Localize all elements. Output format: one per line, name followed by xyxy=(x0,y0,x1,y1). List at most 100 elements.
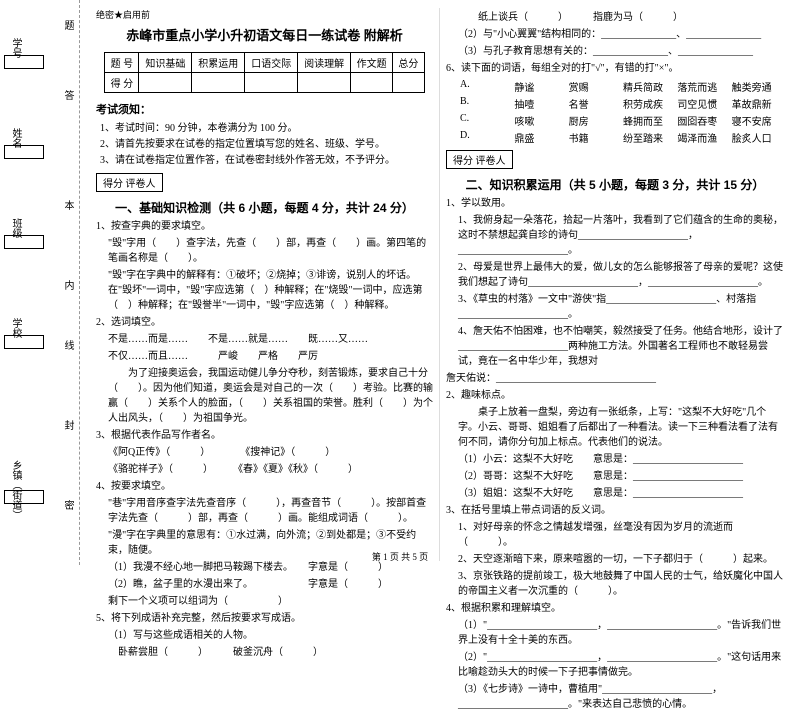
q3-stem: 3、根据代表作品写作者名。 xyxy=(96,428,433,443)
q1-line: "毁"字用（ ）查字法，先查（ ）部，再查（ ）画。第四笔的笔画名称是（ ）。 xyxy=(108,236,433,266)
binding-box xyxy=(4,335,44,349)
opt: 厨房 xyxy=(567,112,621,129)
th: 口语交际 xyxy=(245,53,298,73)
th: 总分 xyxy=(393,53,424,73)
binding-box xyxy=(4,55,44,69)
td xyxy=(298,73,351,93)
opt: 革故鼎新 xyxy=(730,95,784,112)
r2-stem: 2、趣味标点。 xyxy=(446,388,784,403)
opt-row: B. 抽噎 名誉 积劳成疾 司空见惯 革故鼎新 xyxy=(458,95,784,112)
opt: 抽噎 xyxy=(512,95,566,112)
q3-item: 《骆驼祥子》（ ） 《春》《夏》《秋》（ ） xyxy=(108,462,433,477)
opt: 竭泽而渔 xyxy=(675,129,729,146)
opt: 囫囵吞枣 xyxy=(675,112,729,129)
r2-line: （2）哥哥：这梨不大好吃 意思是：______________________ xyxy=(458,469,784,484)
q6-options: A. 静谧 赏赐 精兵简政 落荒而逃 触类旁通 B. 抽噎 名誉 积劳成疾 司空… xyxy=(458,78,784,146)
th: 题 号 xyxy=(105,53,139,73)
seal-word: 封 xyxy=(60,420,75,444)
opt: 蜂拥而至 xyxy=(621,112,675,129)
q5-stem: 5、将下列成语补充完整，然后按要求写成语。 xyxy=(96,611,433,626)
opt: 落荒而逃 xyxy=(675,78,729,95)
r1-line: 1、我俯身起一朵落花，拾起一片落叶，我看到了它们蕴含的生命的奥秘，这时不禁想起龚… xyxy=(458,213,784,258)
content-area: 绝密★启用前 赤峰市重点小学小升初语文每日一练试卷 附解析 题 号 知识基础 积… xyxy=(80,0,800,565)
notice-list: 1、考试时间：90 分钟，本卷满分为 100 分。 2、请首先按要求在试卷的指定… xyxy=(100,121,433,169)
opt: C. xyxy=(458,112,512,129)
opt: 咳嗽 xyxy=(512,112,566,129)
seal-word: 密 xyxy=(60,500,75,524)
q1-line: "毁"字在字典中的解释有：①破坏；②烧掉；③诽谤，说别人的坏话。在"毁坏"一词中… xyxy=(108,268,433,313)
opt-row: A. 静谧 赏赐 精兵简政 落荒而逃 触类旁通 xyxy=(458,78,784,95)
q5-cont: 纸上谈兵（ ） 指鹿为马（ ） xyxy=(458,10,784,25)
td xyxy=(245,73,298,93)
td: 得 分 xyxy=(105,73,139,93)
opt: 脍炙人口 xyxy=(730,129,784,146)
part2-title: 二、知识积累运用（共 5 小题，每题 3 分，共计 15 分） xyxy=(446,176,784,193)
td xyxy=(393,73,424,93)
opt: 精兵简政 xyxy=(621,78,675,95)
seal-word: 本 xyxy=(60,200,75,224)
table-row: 题 号 知识基础 积累运用 口语交际 阅读理解 作文题 总分 xyxy=(105,53,424,73)
opt: 司空见惯 xyxy=(675,95,729,112)
th: 积累运用 xyxy=(192,53,245,73)
q5-line: 卧薪尝胆（ ） 破釜沉舟（ ） xyxy=(108,645,433,660)
seal-word: 题 xyxy=(60,20,75,44)
opt-row: C. 咳嗽 厨房 蜂拥而至 囫囵吞枣 寝不安席 xyxy=(458,112,784,129)
th: 知识基础 xyxy=(139,53,192,73)
r4-line: （2）"______________________，_____________… xyxy=(458,650,784,680)
binding-box xyxy=(4,490,44,504)
seal-word: 内 xyxy=(60,280,75,304)
opt: 触类旁通 xyxy=(730,78,784,95)
table-row: 得 分 xyxy=(105,73,424,93)
opt: 积劳成疾 xyxy=(621,95,675,112)
part1-title: 一、基础知识检测（共 6 小题，每题 4 分，共计 24 分） xyxy=(96,199,433,216)
opt: D. xyxy=(458,129,512,146)
q2-line: 不是……而是…… 不是……就是…… 既……又…… xyxy=(108,332,433,347)
seal-word: 线 xyxy=(60,340,75,364)
r2-line: （1）小云：这梨不大好吃 意思是：______________________ xyxy=(458,452,784,467)
q2-line: 不仅……而且…… 严峻 严格 严厉 xyxy=(108,349,433,364)
q5-cont: （3）与孔子教育思想有关的：_______________、__________… xyxy=(458,44,784,59)
th: 作文题 xyxy=(351,53,393,73)
opt: 寝不安席 xyxy=(730,112,784,129)
r1-line: 3、《草虫的村落》一文中"游侠"指______________________、… xyxy=(458,292,784,322)
q4-line: （2）瞧，盆子里的水漫出来了。 字意是（ ） xyxy=(108,577,433,592)
seal-word: 答 xyxy=(60,90,75,114)
notice-item: 1、考试时间：90 分钟，本卷满分为 100 分。 xyxy=(100,121,433,137)
q1-stem: 1、按查字典的要求填空。 xyxy=(96,219,433,234)
q2-stem: 2、选词填空。 xyxy=(96,315,433,330)
opt: 静谧 xyxy=(512,78,566,95)
r1-stem: 1、学以致用。 xyxy=(446,196,784,211)
r2-line: 桌子上放着一盘梨，旁边有一张纸条，上写："这梨不大好吃"几个字。小云、哥哥、姐姐… xyxy=(458,405,784,450)
opt: 纷至踏来 xyxy=(621,129,675,146)
q4-line: 剩下一个义项可以组词为（ ） xyxy=(108,594,433,609)
opt: B. xyxy=(458,95,512,112)
binding-box xyxy=(4,145,44,159)
r3-stem: 3、在括号里填上带点词语的反义词。 xyxy=(446,503,784,518)
r4-stem: 4、根据积累和理解填空。 xyxy=(446,601,784,616)
notice-item: 2、请首先按要求在试卷的指定位置填写您的姓名、班级、学号。 xyxy=(100,137,433,153)
notice-title: 考试须知： xyxy=(96,101,433,117)
score-box: 得分 评卷人 xyxy=(96,173,163,192)
th: 阅读理解 xyxy=(298,53,351,73)
q5-line: （1）写与这些成语相关的人物。 xyxy=(108,628,433,643)
q2-line: 为了迎接奥运会，我国运动健儿争分夺秒，刻苦锻炼，要求自己十分（ ）。因为他们知道… xyxy=(108,366,433,426)
score-box: 得分 评卷人 xyxy=(446,150,513,169)
page-footer: 第 1 页 共 5 页 xyxy=(0,550,800,563)
q4-stem: 4、按要求填空。 xyxy=(96,479,433,494)
q6-stem: 6、读下面的词语，每组全对的打"√"，有错的打"×"。 xyxy=(446,61,784,76)
opt: 赏赐 xyxy=(567,78,621,95)
q3-item: 《阿Q正传》（ ） 《搜神记》（ ） xyxy=(108,445,433,460)
right-column: 纸上谈兵（ ） 指鹿为马（ ） （2）与"小心翼翼"结构相同的：________… xyxy=(440,8,790,561)
paper-title: 赤峰市重点小学小升初语文每日一练试卷 附解析 xyxy=(96,25,433,44)
opt-row: D. 鼎盛 书籍 纷至踏来 竭泽而渔 脍炙人口 xyxy=(458,129,784,146)
notice-item: 3、请在试卷指定位置作答，在试卷密封线外作答无效，不予评分。 xyxy=(100,153,433,169)
td xyxy=(351,73,393,93)
r3-line: 3、京张铁路的提前竣工，极大地鼓舞了中国人民的士气，给妖魔化中国人的帝国主义者一… xyxy=(458,569,784,599)
td xyxy=(139,73,192,93)
opt: 鼎盛 xyxy=(512,129,566,146)
secret-mark: 绝密★启用前 xyxy=(96,8,433,21)
r1-line: 4、詹天佑不怕困难，也不怕嘲笑，毅然接受了任务。他结合地形，设计了_______… xyxy=(458,324,784,369)
opt: A. xyxy=(458,78,512,95)
exam-page: 学号 姓名 班级 学校 乡镇（街道） 题 答 本 内 线 封 密 绝密★启用前 … xyxy=(0,0,800,565)
r4-line: （1）"______________________，_____________… xyxy=(458,618,784,648)
